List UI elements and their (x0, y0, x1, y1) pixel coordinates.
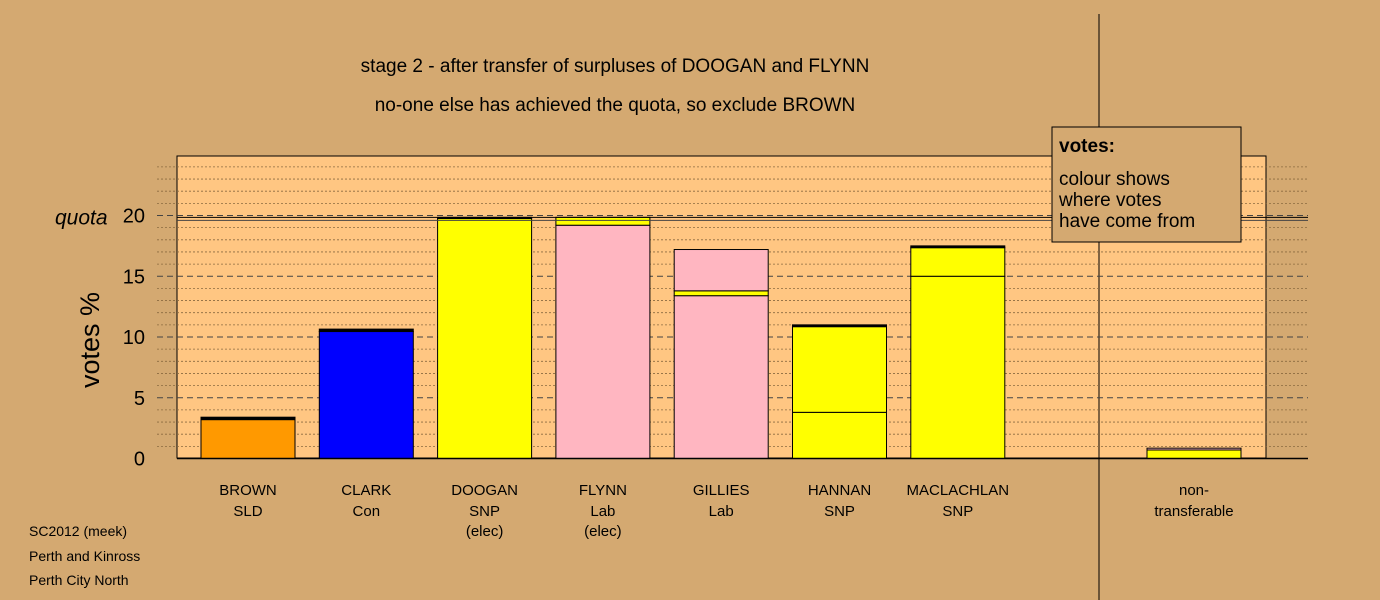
x-category-label: non- (1179, 482, 1209, 499)
x-category-label: SNP (942, 503, 973, 520)
x-category-label: Lab (709, 503, 734, 520)
bar-segment (792, 411, 887, 459)
x-category-label: DOOGAN (451, 482, 518, 499)
bar-maclachlan (910, 245, 1006, 459)
x-category-label: MACLACHLAN (907, 482, 1010, 499)
bar-segment (910, 247, 1006, 277)
y-tick-label: 10 (123, 327, 145, 349)
bar-segment (910, 245, 1006, 249)
x-category-label: Con (353, 503, 381, 520)
x-category-labels: BROWN SLD CLARK Con DOOGAN SNP (elec) FLYNN Lab (… (219, 482, 1233, 540)
legend: votes: colour shows where votes have com… (1051, 126, 1242, 243)
bar-segment (673, 295, 769, 459)
bar-segment (318, 331, 414, 459)
x-category-label: (elec) (466, 523, 504, 540)
bar-gillies (673, 249, 769, 459)
bar-segment (673, 290, 769, 297)
bar-segment (555, 224, 651, 459)
bar-segment (200, 416, 296, 421)
legend-line: have come from (1059, 211, 1195, 232)
x-category-label: SNP (824, 503, 855, 520)
chart-title: stage 2 - after transfer of surpluses of… (361, 56, 870, 77)
bar-hannan (792, 324, 887, 459)
x-category-label: BROWN (219, 482, 277, 499)
footer-line: Perth and Kinross (29, 548, 140, 564)
legend-box (1051, 126, 1242, 243)
x-category-label: Lab (590, 503, 615, 520)
legend-line: where votes (1058, 190, 1161, 211)
bar-segment (792, 324, 887, 328)
x-category-label: FLYNN (579, 482, 627, 499)
y-tick-label: 0 (134, 449, 145, 471)
bar-non-transferable (1146, 447, 1242, 459)
x-category-label: CLARK (341, 482, 391, 499)
bar-doogan (437, 216, 533, 459)
x-category-label: SLD (233, 503, 262, 520)
x-category-label: SNP (469, 503, 500, 520)
legend-line: colour shows (1059, 169, 1170, 190)
bar-segment (555, 216, 651, 226)
bar-segment (437, 218, 533, 459)
footer-line: Perth City North (29, 572, 129, 588)
y-tick-label: 20 (123, 206, 145, 228)
chart-subtitle: no-one else has achieved the quota, so e… (375, 95, 856, 116)
x-category-label: HANNAN (808, 482, 871, 499)
bar-segment (200, 419, 296, 459)
bar-segment (673, 249, 769, 292)
bar-brown (200, 416, 296, 459)
bar-flynn (555, 216, 651, 459)
legend-title: votes: (1059, 136, 1115, 157)
y-axis-label: votes % (75, 292, 105, 388)
x-category-label: (elec) (584, 523, 622, 540)
footer-line: SC2012 (meek) (29, 523, 127, 539)
x-category-label: transferable (1154, 503, 1233, 520)
y-tick-label: 5 (134, 388, 145, 410)
bar-segment (318, 328, 414, 333)
y-tick-labels: 0 5 10 15 20 (123, 206, 145, 471)
y-tick-label: 15 (123, 266, 145, 288)
bar-clark (318, 328, 414, 459)
bar-segment (792, 326, 887, 413)
quota-label: quota (55, 206, 108, 229)
bar-segment (1146, 449, 1242, 459)
bar-segment (910, 275, 1006, 459)
x-category-label: GILLIES (693, 482, 750, 499)
bar-segment (1146, 447, 1242, 451)
bars (200, 216, 1242, 459)
